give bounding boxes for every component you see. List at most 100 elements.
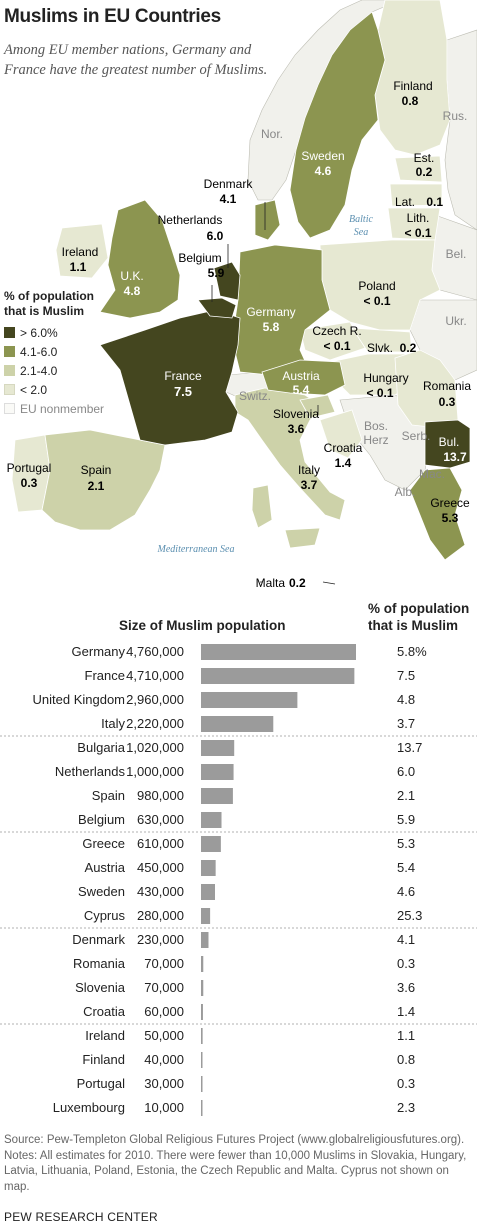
source-note: Source: Pew-Templeton Global Religious F… bbox=[4, 1134, 467, 1193]
chart-subtitle: Among EU member nations, Germany and Fra… bbox=[4, 42, 268, 78]
map-value-germany: 5.8 bbox=[263, 320, 280, 334]
value-label: 40,000 bbox=[144, 1052, 184, 1067]
category-label: Slovenia bbox=[75, 980, 126, 995]
map-label-finland: Finland bbox=[393, 79, 432, 93]
map-label-croatia: Croatia bbox=[324, 441, 363, 455]
map-value-finland: 0.8 bbox=[402, 94, 419, 108]
legend-label-dark: > 6.0% bbox=[20, 325, 58, 340]
value-label: 60,000 bbox=[144, 1004, 184, 1019]
percent-label: 6.0 bbox=[397, 764, 415, 779]
map-value-bulgaria: 13.7 bbox=[443, 450, 467, 464]
map-label-slovenia: Slovenia bbox=[273, 407, 319, 421]
percent-label: 7.5 bbox=[397, 668, 415, 683]
region-denmark bbox=[254, 199, 281, 241]
bar-row: Sweden 430,000 4.6 bbox=[78, 884, 415, 900]
legend-swatch-pale bbox=[4, 384, 15, 395]
bar bbox=[201, 1028, 203, 1044]
map-value-estonia: 0.2 bbox=[416, 165, 433, 179]
bar-row: Spain 980,000 2.1 bbox=[92, 788, 415, 804]
value-label: 10,000 bbox=[144, 1100, 184, 1115]
category-label: Netherlands bbox=[55, 764, 126, 779]
legend-item-nonmember: EU nonmember bbox=[4, 399, 104, 418]
map-label-sweden: Sweden bbox=[301, 149, 344, 163]
legend-swatch-nonmember bbox=[4, 403, 15, 414]
percent-label: 3.7 bbox=[397, 716, 415, 731]
map-value-latvia: 0.1 bbox=[426, 195, 443, 209]
category-label: Portugal bbox=[77, 1076, 126, 1091]
map-value-croatia: 1.4 bbox=[335, 456, 352, 470]
value-label: 70,000 bbox=[144, 956, 184, 971]
category-label: Finland bbox=[82, 1052, 125, 1067]
value-label: 280,000 bbox=[137, 908, 184, 923]
map-value-hungary: < 0.1 bbox=[366, 386, 393, 400]
region-greece bbox=[409, 467, 466, 561]
region-finland bbox=[374, 0, 451, 156]
value-label: 1,020,000 bbox=[126, 740, 184, 755]
category-label: Denmark bbox=[72, 932, 125, 947]
bar bbox=[201, 740, 235, 756]
map-label-bosnia: Bos. bbox=[364, 419, 388, 433]
bar bbox=[201, 956, 204, 972]
category-label: Italy bbox=[101, 716, 125, 731]
bar bbox=[201, 884, 216, 900]
map-label-estonia: Est. bbox=[414, 151, 435, 165]
map-value-austria: 5.4 bbox=[293, 383, 310, 397]
map-label-mediterranean-sea: Mediterranean Sea bbox=[157, 544, 235, 555]
legend-item-dark: > 6.0% bbox=[4, 323, 104, 342]
category-label: Germany bbox=[72, 644, 126, 659]
map-label-italy: Italy bbox=[298, 463, 320, 477]
map-value-romania: 0.3 bbox=[439, 395, 456, 409]
map-label-baltic-sea-1: Baltic bbox=[349, 214, 373, 225]
map-label-malta: Malta bbox=[256, 576, 286, 590]
bar-row: Denmark 230,000 4.1 bbox=[72, 932, 415, 948]
map-label-serbia: Serb. bbox=[402, 429, 431, 443]
column-header-size: Size of Muslim population bbox=[119, 618, 286, 633]
bar-row: Cyprus 280,000 25.3 bbox=[84, 908, 422, 924]
value-label: 1,000,000 bbox=[126, 764, 184, 779]
legend-title-line1: % of population bbox=[4, 289, 94, 303]
legend-swatch-light bbox=[4, 365, 15, 376]
region-croatia bbox=[319, 409, 363, 459]
map-value-spain: 2.1 bbox=[88, 479, 105, 493]
bar-row: Austria 450,000 5.4 bbox=[85, 860, 415, 876]
category-label: Bulgaria bbox=[77, 740, 125, 755]
map-value-slovakia: 0.2 bbox=[400, 341, 417, 355]
percent-label: 1.4 bbox=[397, 1004, 415, 1019]
category-label: United Kingdom bbox=[33, 692, 126, 707]
map-label-albania: Alb. bbox=[395, 485, 416, 499]
map-label-germany: Germany bbox=[246, 305, 295, 319]
value-label: 430,000 bbox=[137, 884, 184, 899]
bar bbox=[201, 1004, 203, 1020]
value-label: 450,000 bbox=[137, 860, 184, 875]
value-label: 50,000 bbox=[144, 1028, 184, 1043]
region-sicily bbox=[284, 527, 321, 549]
column-header-percent: % of population that is Muslim bbox=[368, 600, 469, 634]
map-label-macedonia: Mac. bbox=[419, 467, 445, 481]
percent-label: 0.8 bbox=[397, 1052, 415, 1067]
legend-item-pale: < 2.0 bbox=[4, 380, 104, 399]
map-label-bulgaria: Bul. bbox=[439, 435, 460, 449]
region-ireland bbox=[55, 223, 109, 279]
bar bbox=[201, 1052, 203, 1068]
map-label-greece: Greece bbox=[430, 496, 470, 510]
map-label-latvia: Lat. bbox=[395, 195, 415, 209]
percent-label: 4.8 bbox=[397, 692, 415, 707]
map-labels: Finland 0.8 Sweden 4.6 Est. 0.2 Lat. 0.1… bbox=[7, 79, 472, 590]
value-label: 2,220,000 bbox=[126, 716, 184, 731]
column-header-percent-line1: % of population bbox=[368, 601, 470, 616]
map-legend: % of population that is Muslim > 6.0% 4.… bbox=[4, 289, 104, 418]
bar-row: Luxembourg 10,000 2.3 bbox=[53, 1100, 415, 1116]
region-sardinia bbox=[251, 484, 273, 529]
legend-label-light: 2.1-4.0 bbox=[20, 363, 58, 378]
map-label-spain: Spain bbox=[81, 463, 112, 477]
map-label-switzerland: Switz. bbox=[239, 389, 271, 403]
value-label: 630,000 bbox=[137, 812, 184, 827]
bar bbox=[201, 932, 209, 948]
bar bbox=[201, 980, 204, 996]
map-label-slovakia: Slvk. bbox=[367, 341, 393, 355]
bar bbox=[201, 1076, 203, 1092]
legend-swatch-dark bbox=[4, 327, 15, 338]
map-label-austria: Austria bbox=[282, 369, 320, 383]
category-label: France bbox=[85, 668, 125, 683]
legend-title-line2: that is Muslim bbox=[4, 304, 85, 318]
